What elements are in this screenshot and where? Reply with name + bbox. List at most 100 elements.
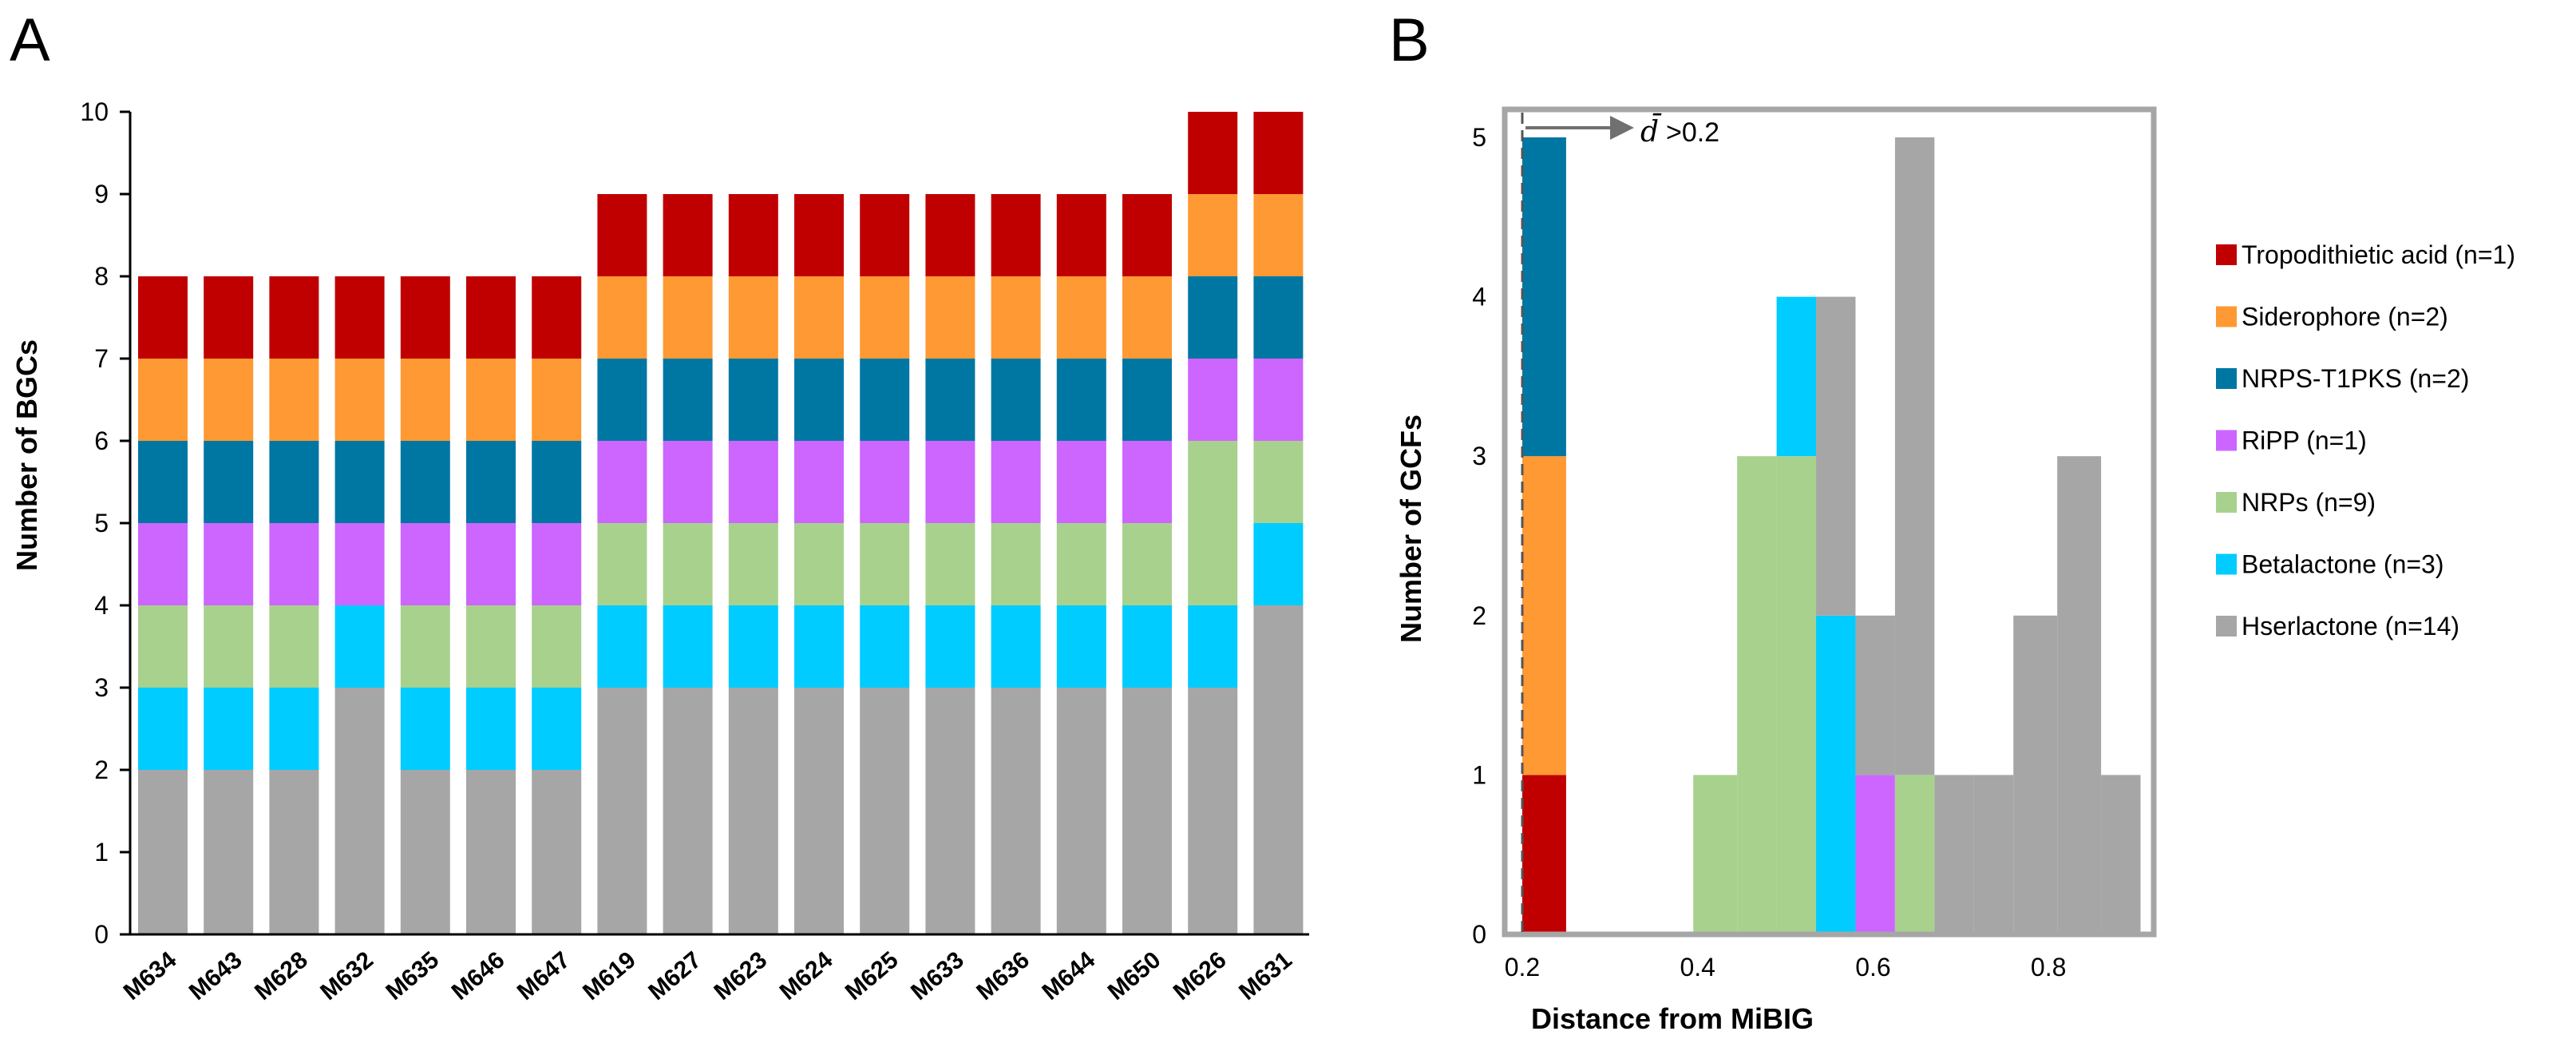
category-label: M644 (1037, 946, 1100, 1005)
bar-segment-hserlactone (269, 770, 319, 934)
panel-a-axes (120, 110, 1309, 936)
y-tick-label: 0 (94, 920, 109, 949)
panel-b-label: B (1389, 6, 1430, 74)
bar-segment-betalactone (269, 688, 319, 770)
y-tick-label: 9 (94, 180, 109, 208)
bar-segment-hserlactone (1056, 688, 1106, 934)
bar-segment-siderophore (269, 359, 319, 441)
histogram-segment-hserlactone (1894, 137, 1935, 775)
category-label: M636 (971, 946, 1035, 1005)
bar-segment-betalactone (204, 688, 254, 770)
bar-segment-nrps-t1pks (925, 359, 975, 441)
histogram-segment-nrps-t1pks (1521, 137, 1566, 457)
category-label: M635 (381, 946, 444, 1005)
legend-swatch (2216, 492, 2237, 513)
y-tick-label: 0 (1472, 920, 1486, 949)
bar-segment-siderophore (204, 359, 254, 441)
bar-segment-nrps (138, 605, 188, 688)
legend-swatch (2216, 430, 2237, 451)
bar-segment-ripp (269, 523, 319, 605)
y-tick-label: 5 (1472, 123, 1486, 152)
bar-segment-nrps (925, 523, 975, 605)
bar-segment-betalactone (138, 688, 188, 770)
bar-segment-betalactone (597, 605, 647, 688)
bar-segment-betalactone (532, 688, 582, 770)
bar-segment-siderophore (1253, 194, 1304, 276)
bar-segment-tropodithietic-acid (269, 276, 319, 359)
bar-segment-ripp (925, 441, 975, 523)
bar-segment-ripp (204, 523, 254, 605)
bar-segment-nrps-t1pks (204, 441, 254, 523)
bar-segment-ripp (400, 523, 450, 605)
bar-segment-siderophore (1188, 194, 1238, 276)
legend-swatch (2216, 616, 2237, 637)
bar-segment-nrps-t1pks (1188, 276, 1238, 359)
bar-segment-ripp (1188, 359, 1238, 441)
bar-segment-tropodithietic-acid (860, 194, 910, 276)
category-label: M632 (315, 946, 378, 1005)
bar-segment-tropodithietic-acid (466, 276, 516, 359)
bar-segment-hserlactone (663, 688, 713, 934)
bar-segment-nrps (663, 523, 713, 605)
y-tick-label: 2 (94, 756, 109, 784)
histogram-segment-hserlactone (2013, 615, 2058, 934)
bar-segment-hserlactone (466, 770, 516, 934)
bar-segment-betalactone (334, 605, 385, 688)
histogram-segment-hserlactone (1973, 775, 2014, 934)
bar-segment-nrps (400, 605, 450, 688)
bar-segment-hserlactone (1253, 605, 1304, 934)
panel-b-bars (1521, 137, 2141, 934)
bar-segment-tropodithietic-acid (728, 194, 778, 276)
y-tick-label: 8 (94, 262, 109, 291)
bar-segment-hserlactone (334, 688, 385, 934)
bar-segment-tropodithietic-acid (204, 276, 254, 359)
bar-segment-siderophore (1056, 276, 1106, 359)
bar-segment-hserlactone (204, 770, 254, 934)
y-tick-label: 3 (94, 673, 109, 702)
y-tick-label: 6 (94, 426, 109, 455)
bar-segment-tropodithietic-acid (925, 194, 975, 276)
panel-a-y-axis-title: Number of BGCs (10, 339, 43, 571)
bar-segment-tropodithietic-acid (532, 276, 582, 359)
panel-a-x-tick-labels: M634 M643 M628 M632 M635 M646 M647 M619 M627 M623… (119, 946, 1297, 1005)
panel-b-threshold: d̄ >0.2 (1521, 113, 1719, 934)
bar-segment-betalactone (1188, 605, 1238, 688)
bar-segment-betalactone (794, 605, 844, 688)
bar-segment-nrps-t1pks (138, 441, 188, 523)
bar-segment-nrps-t1pks (728, 359, 778, 441)
bar-segment-tropodithietic-acid (334, 276, 385, 359)
bar-segment-ripp (728, 441, 778, 523)
bar-segment-tropodithietic-acid (991, 194, 1041, 276)
bar-segment-hserlactone (138, 770, 188, 934)
bar-segment-nrps-t1pks (1056, 359, 1106, 441)
bar-segment-ripp (1056, 441, 1106, 523)
bar-segment-siderophore (794, 276, 844, 359)
bar-segment-ripp (532, 523, 582, 605)
bar-segment-nrps (794, 523, 844, 605)
bar-segment-ripp (794, 441, 844, 523)
bar-segment-betalactone (400, 688, 450, 770)
category-label: M624 (775, 946, 838, 1005)
panel-a-y-tick-labels: 0 1 2 3 4 5 6 7 8 9 10 (80, 97, 109, 949)
bar-segment-nrps-t1pks (794, 359, 844, 441)
bar-segment-nrps-t1pks (400, 441, 450, 523)
category-label: M633 (906, 946, 969, 1005)
bar-segment-ripp (663, 441, 713, 523)
bar-segment-nrps-t1pks (334, 441, 385, 523)
y-tick-label: 10 (80, 97, 109, 126)
legend: Tropodithietic acid (n=1) Siderophore (n=… (2216, 240, 2515, 640)
bar-segment-siderophore (860, 276, 910, 359)
bar-segment-ripp (860, 441, 910, 523)
bar-segment-hserlactone (1122, 688, 1172, 934)
bar-segment-nrps-t1pks (991, 359, 1041, 441)
bar-segment-siderophore (138, 359, 188, 441)
y-tick-label: 2 (1472, 601, 1486, 630)
category-label: M619 (578, 946, 641, 1005)
bar-segment-ripp (1122, 441, 1172, 523)
bar-segment-tropodithietic-acid (1253, 112, 1304, 194)
legend-label: Betalactone (n=3) (2242, 550, 2444, 579)
category-label: M631 (1234, 946, 1297, 1005)
bar-segment-tropodithietic-acid (1122, 194, 1172, 276)
threshold-symbol: d̄ (1640, 113, 1662, 149)
bar-segment-tropodithietic-acid (1188, 112, 1238, 194)
